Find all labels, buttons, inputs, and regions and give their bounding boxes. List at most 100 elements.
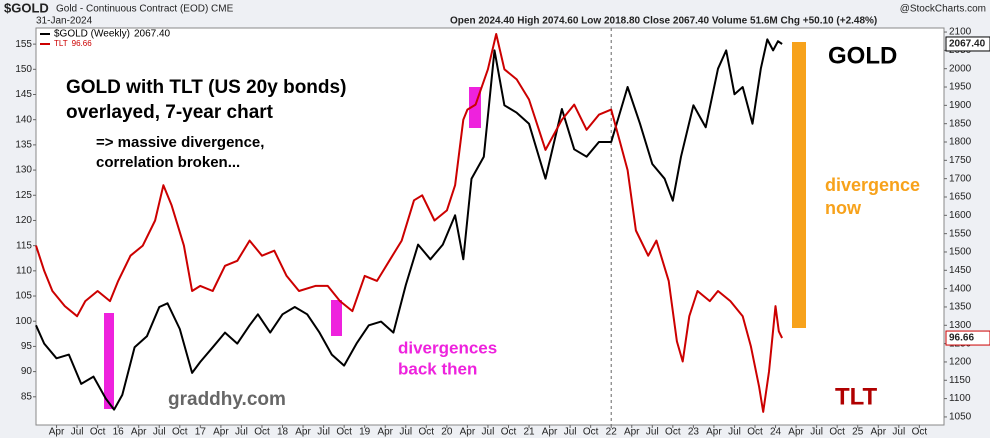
y-tick-label: 145 (15, 89, 32, 100)
x-tick-label: Oct (254, 427, 270, 438)
legend-label: TLT (54, 39, 68, 48)
x-tick-label: Jul (646, 427, 659, 438)
y-tick-label: 100 (15, 316, 32, 327)
y2-tick-label: 1300 (949, 320, 972, 331)
y2-tick-label: 1650 (949, 192, 972, 203)
x-tick-label: Oct (336, 427, 352, 438)
highlight-bar (104, 313, 114, 409)
annotation: divergence (825, 175, 920, 195)
y-tick-label: 155 (15, 39, 32, 50)
x-tick-label: Apr (542, 427, 558, 438)
description: Gold - Continuous Contract (EOD) CME (56, 4, 234, 15)
annotation: divergences (398, 338, 497, 357)
date: 31-Jan-2024 (36, 16, 93, 27)
x-tick-label: Oct (829, 427, 845, 438)
x-tick-label: 17 (195, 427, 207, 438)
x-tick-label: Jul (235, 427, 248, 438)
y2-tick-label: 1750 (949, 155, 972, 166)
y-tick-label: 130 (15, 165, 32, 176)
x-tick-label: Jul (482, 427, 495, 438)
y2-tick-label: 1400 (949, 283, 972, 294)
x-tick-label: 19 (359, 427, 371, 438)
y2-tick-label: 1350 (949, 302, 972, 313)
x-tick-label: Apr (706, 427, 722, 438)
x-tick-label: Oct (90, 427, 106, 438)
x-tick-label: Jul (892, 427, 905, 438)
y2-tick-label: 1550 (949, 228, 972, 239)
x-tick-label: Jul (728, 427, 741, 438)
annotation: TLT (835, 383, 878, 410)
x-tick-label: Apr (788, 427, 804, 438)
x-tick-label: Jul (153, 427, 166, 438)
y2-tick-label: 1800 (949, 137, 972, 148)
y2-tick-label: 1500 (949, 247, 972, 258)
y2-tick-label: 1050 (949, 412, 972, 423)
y2-tick-label: 1450 (949, 265, 972, 276)
quote: Open 2024.40 High 2074.60 Low 2018.80 Cl… (450, 16, 877, 27)
series-line (35, 38, 783, 411)
x-tick-label: Oct (665, 427, 681, 438)
x-tick-label: Oct (912, 427, 928, 438)
annotation: GOLD with TLT (US 20y bonds) (66, 77, 346, 98)
last-value-label: 2067.40 (949, 39, 986, 50)
y2-tick-label: 1900 (949, 100, 972, 111)
y2-tick-label: 1150 (949, 375, 971, 386)
y-tick-label: 135 (15, 140, 32, 151)
x-tick-label: Jul (810, 427, 823, 438)
x-tick-label: Apr (295, 427, 311, 438)
last-value-label: 96.66 (949, 333, 974, 344)
source: @StockCharts.com (900, 4, 986, 15)
x-tick-label: 18 (277, 427, 289, 438)
x-tick-label: 22 (606, 427, 618, 438)
x-tick-label: 20 (441, 427, 453, 438)
legend-label: $GOLD (Weekly) (54, 29, 130, 40)
y2-tick-label: 1100 (949, 393, 971, 404)
last-value-box (945, 330, 990, 346)
x-tick-label: Apr (460, 427, 476, 438)
series-line (35, 33, 783, 413)
x-tick-label: Apr (870, 427, 886, 438)
x-tick-label: Jul (71, 427, 84, 438)
y-tick-label: 125 (15, 190, 32, 201)
x-tick-label: 24 (770, 427, 782, 438)
x-tick-label: Apr (624, 427, 640, 438)
y2-tick-label: 1850 (949, 118, 972, 129)
annotation: => massive divergence, (96, 134, 264, 151)
y2-tick-label: 1600 (949, 210, 972, 221)
highlight-bar (331, 300, 342, 336)
highlight-bar (792, 42, 806, 328)
y-tick-label: 140 (15, 114, 32, 125)
y-tick-label: 110 (16, 265, 32, 276)
annotation: graddhy.com (168, 389, 286, 410)
x-tick-label: Apr (49, 427, 65, 438)
annotation: correlation broken... (96, 154, 240, 171)
y2-tick-label: 1700 (949, 173, 972, 184)
y2-tick-label: 1200 (949, 357, 972, 368)
x-tick-label: Oct (172, 427, 188, 438)
x-tick-label: 21 (523, 427, 535, 438)
y-tick-label: 90 (21, 366, 33, 377)
legend-value: 2067.40 (134, 29, 171, 40)
x-tick-label: 23 (688, 427, 700, 438)
x-tick-label: Apr (213, 427, 229, 438)
x-tick-label: Oct (419, 427, 435, 438)
x-tick-label: 25 (852, 427, 864, 438)
annotation: GOLD (828, 42, 897, 69)
legend-value: 96.66 (72, 39, 93, 48)
x-tick-label: Jul (399, 427, 412, 438)
last-value-box (945, 36, 990, 52)
annotation: back then (398, 359, 477, 378)
y-tick-label: 85 (21, 391, 33, 402)
y-tick-label: 120 (15, 215, 32, 226)
y2-tick-label: 1950 (949, 82, 972, 93)
x-tick-label: 16 (113, 427, 125, 438)
x-tick-label: Oct (501, 427, 517, 438)
symbol: $GOLD (4, 0, 49, 15)
y-tick-label: 115 (16, 240, 32, 251)
x-tick-label: Jul (564, 427, 577, 438)
y-tick-label: 105 (15, 291, 32, 302)
x-tick-label: Oct (747, 427, 763, 438)
annotation: overlayed, 7-year chart (66, 102, 274, 123)
